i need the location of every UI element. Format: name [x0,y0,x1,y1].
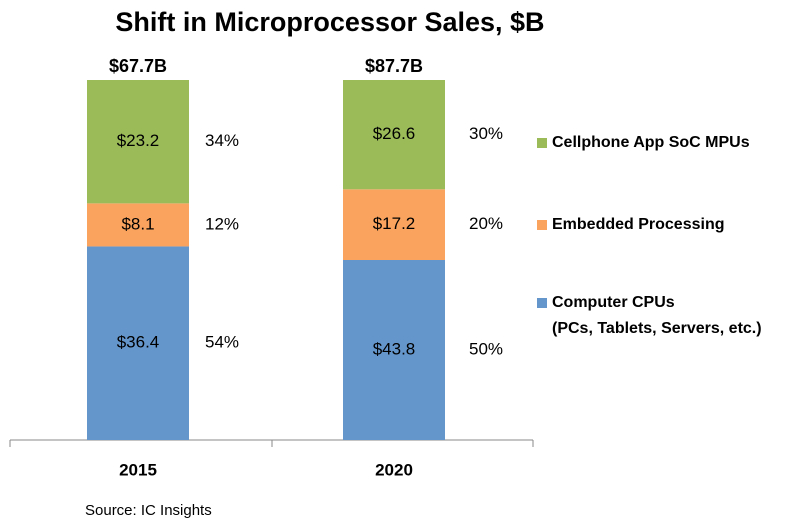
value-label: $36.4 [117,333,160,352]
value-label: $8.1 [121,214,154,233]
total-label: $87.7B [365,56,423,76]
value-label: $26.6 [373,124,416,143]
bar-segment [343,260,445,440]
share-label: 30% [469,124,503,143]
legend-item: Computer CPUs (PCs, Tablets, Servers, et… [552,294,762,337]
bar-segment [87,246,189,440]
legend-swatch [537,138,547,148]
x-tick-label: 2015 [119,460,157,479]
chart-title: Shift in Microprocessor Sales, $B [115,7,544,37]
legend-swatch [537,298,547,308]
bar-segment [343,80,445,190]
value-label: $43.8 [373,339,416,358]
legend-label: Embedded Processing [552,216,725,233]
bar-segment [87,203,189,247]
bar-segment [87,80,189,204]
share-label: 34% [205,131,239,150]
value-label: $17.2 [373,214,416,233]
legend-swatch [537,220,547,230]
legend-label: Computer CPUs (PCs, Tablets, Servers, et… [552,294,762,337]
legend-item: Embedded Processing [552,216,725,233]
bar-segment [343,189,445,260]
share-label: 20% [469,214,503,233]
total-label: $67.7B [109,56,167,76]
share-label: 54% [205,333,239,352]
x-tick-label: 2020 [375,460,413,479]
share-label: 12% [205,214,239,233]
source: Source: IC Insights [85,502,212,519]
legend-label: Cellphone App SoC MPUs [552,134,750,151]
legend-item: Cellphone App SoC MPUs [552,134,750,151]
value-label: $23.2 [117,131,160,150]
share-label: 50% [469,339,503,358]
